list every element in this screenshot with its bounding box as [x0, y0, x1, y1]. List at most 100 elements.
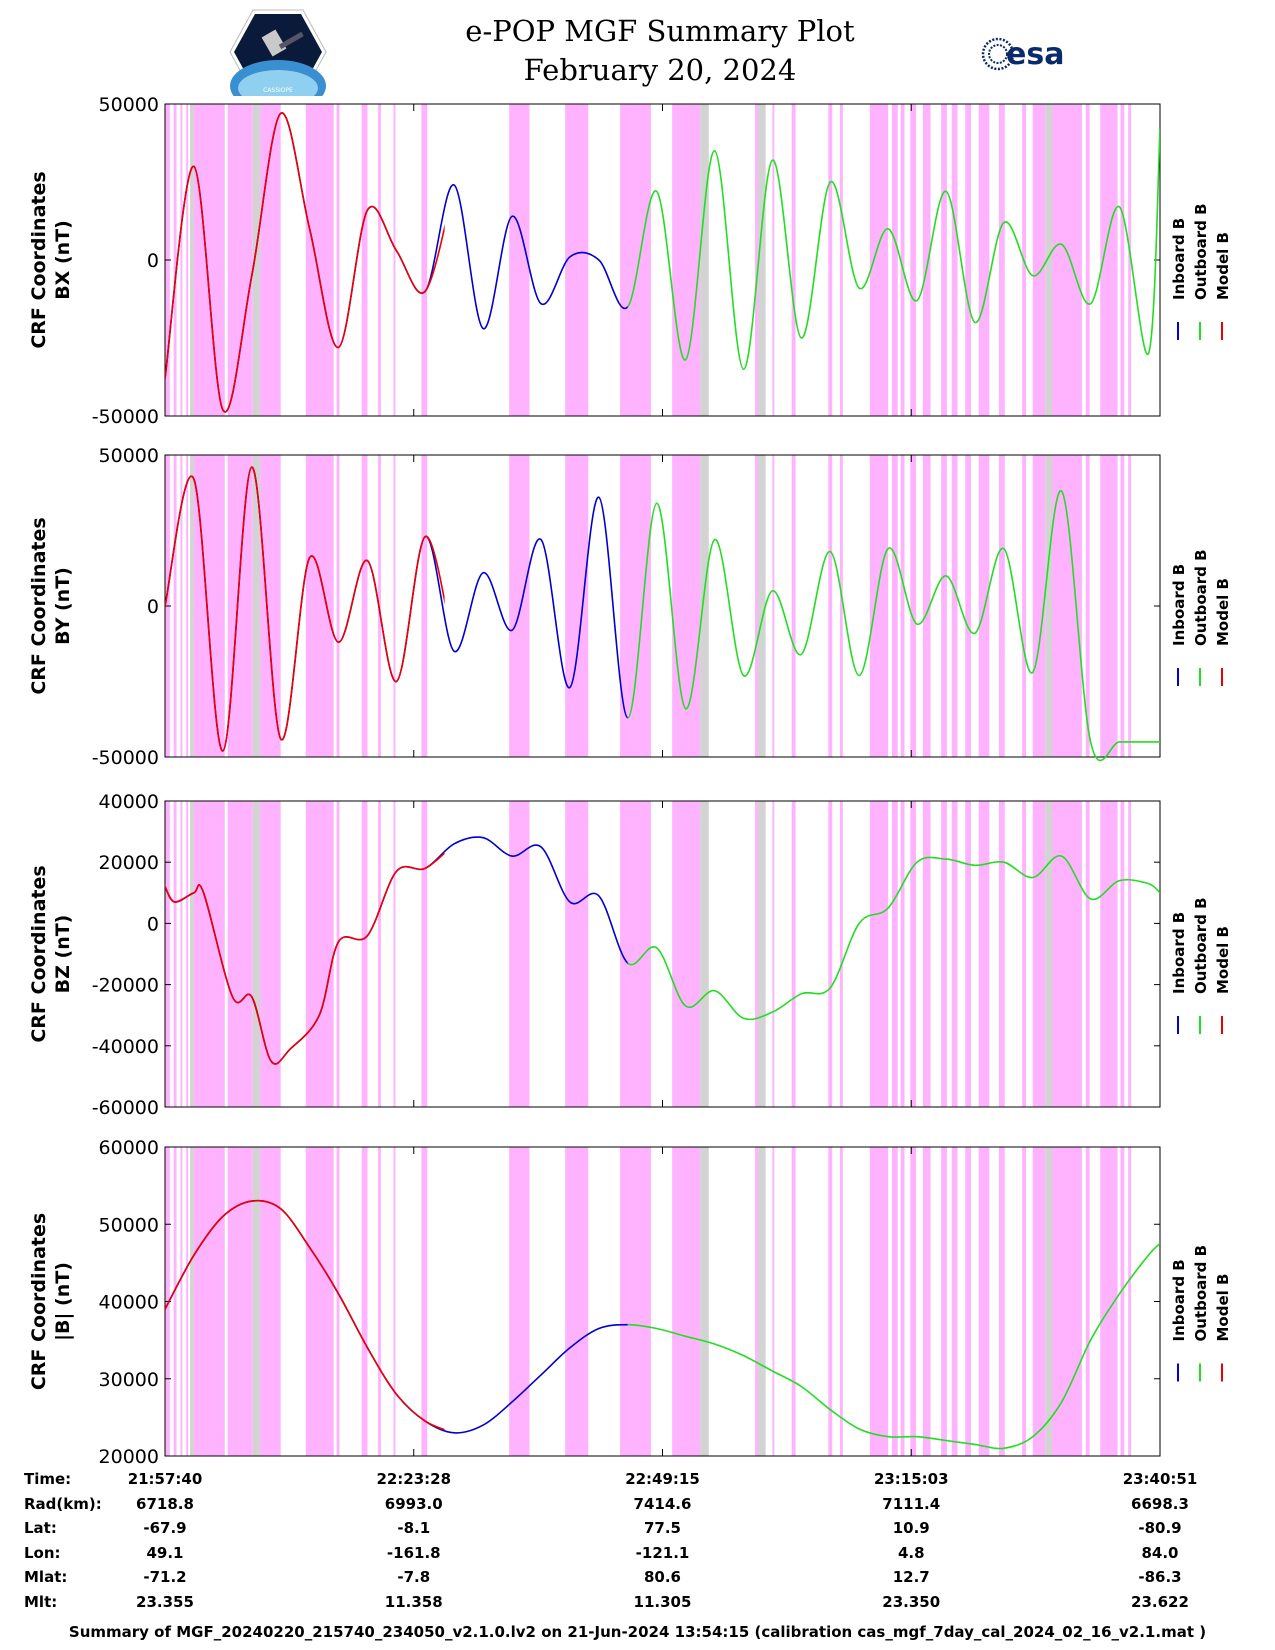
pink-band [755, 801, 758, 1107]
pink-band [260, 801, 281, 1107]
y-tick-label: -40000 [92, 1036, 159, 1058]
y-axis-label: CRF Coordinates BX (nT) [28, 171, 74, 348]
outboard-b-line [627, 855, 1160, 1021]
ephemeris-value: 80.6 [643, 1568, 681, 1586]
pink-band [227, 1147, 253, 1456]
panel-bx: -50000 0 50000 CRF Coordinates BX (nT) Inboar… [28, 94, 1232, 428]
ephemeris-value: 6993.0 [384, 1494, 443, 1513]
pink-band [1100, 801, 1118, 1107]
model-b-line [165, 466, 445, 752]
legend-label: Model B [1214, 926, 1232, 994]
y-tick-label: 0 [147, 250, 159, 272]
ephemeris-value: 23.355 [136, 1592, 194, 1611]
legend-label: Inboard B [1170, 1259, 1188, 1341]
pink-band [509, 104, 530, 416]
pink-band [260, 455, 281, 757]
gray-band [757, 455, 766, 757]
pink-band [1120, 455, 1125, 757]
pink-band [978, 104, 990, 416]
gray-band [190, 104, 194, 416]
pink-band [1022, 1147, 1026, 1456]
pink-band [951, 801, 958, 1107]
ephemeris-value: 21:57:40 [127, 1470, 203, 1488]
pink-band [900, 104, 905, 416]
pink-band [869, 455, 889, 757]
pink-band [378, 104, 381, 416]
pink-band [227, 801, 253, 1107]
y-tick-label: -50000 [92, 747, 159, 769]
pink-band [620, 455, 651, 757]
pink-band [1032, 455, 1046, 757]
pink-band [361, 1147, 368, 1456]
pink-band [791, 801, 796, 1107]
ephemeris-row-label: Time: [24, 1470, 72, 1488]
ephemeris-value: 7414.6 [633, 1494, 692, 1513]
panel-bz: -60000 -40000 -20000 0 20000 40000 CRF Coordin… [28, 791, 1232, 1119]
pink-band [941, 1147, 947, 1456]
pink-band [260, 1147, 281, 1456]
summary-plot: -50000 0 50000 CRF Coordinates BX (nT) Inboar… [28, 94, 1232, 1464]
pink-band [791, 104, 796, 416]
esa-logo-text: esa [1006, 37, 1064, 72]
pink-band [755, 1147, 758, 1456]
outboard-b-line [627, 128, 1160, 371]
ephemeris-value: 23:40:51 [1122, 1470, 1198, 1488]
pink-band [941, 104, 947, 416]
y-tick-label: 20000 [99, 1446, 159, 1464]
pink-band [186, 104, 189, 416]
y-tick-label: 50000 [99, 445, 159, 467]
ephemeris-row-label: Lon: [24, 1543, 61, 1562]
ephemeris-value: 4.8 [897, 1543, 925, 1562]
pink-band [828, 1147, 833, 1456]
pink-band [620, 801, 651, 1107]
pink-band [305, 801, 334, 1107]
pink-band [941, 455, 947, 757]
ephemeris-row-label: Mlt: [24, 1592, 58, 1611]
pink-band [672, 455, 701, 757]
pink-band [951, 104, 958, 416]
gray-band [1045, 104, 1053, 416]
gray-band [190, 801, 194, 1107]
pink-band [869, 104, 889, 416]
y-axis-label: CRF Coordinates |B| (nT) [28, 1213, 74, 1390]
y-axis-label: CRF Coordinates BZ (nT) [28, 865, 74, 1042]
pink-band [772, 801, 775, 1107]
gray-band [252, 1147, 261, 1456]
pink-band [900, 1147, 905, 1456]
pink-band [193, 1147, 225, 1456]
pink-band [173, 801, 177, 1107]
pink-band [910, 1147, 917, 1456]
pink-band [965, 104, 972, 416]
gray-band [190, 1147, 194, 1456]
pink-band [998, 801, 1005, 1107]
pink-band [672, 104, 701, 416]
gray-band [700, 455, 709, 757]
pink-band [1128, 104, 1132, 416]
y-tick-label: 40000 [99, 791, 159, 813]
legend-label: Outboard B [1192, 1245, 1210, 1342]
model-b-line [165, 1199, 445, 1431]
pink-band [1052, 1147, 1082, 1456]
pink-band [891, 801, 898, 1107]
pink-band [1100, 1147, 1118, 1456]
outboard-b-line [627, 1243, 1160, 1450]
ephemeris-value: 6698.3 [1131, 1494, 1189, 1513]
pink-band [1022, 455, 1026, 757]
pink-band [1120, 1147, 1125, 1456]
pink-band [378, 1147, 381, 1456]
pink-band [910, 455, 917, 757]
legend-label: Outboard B [1192, 203, 1210, 300]
legend-label: Model B [1214, 1274, 1232, 1342]
pink-band [421, 455, 428, 757]
ephemeris-table: Time: Rad(km): Lat: Lon: Mlat: Mlt: 21:57:40 67… [0, 1464, 1275, 1614]
pink-band [839, 455, 843, 757]
pink-band [186, 1147, 189, 1456]
legend-label: Model B [1214, 232, 1232, 300]
pink-band [951, 455, 958, 757]
pink-band [672, 1147, 701, 1456]
panel-by: -50000 0 50000 CRF Coordinates BY (nT) Inboar… [28, 445, 1232, 769]
pink-band [565, 455, 589, 757]
pink-band [1128, 801, 1132, 1107]
ephemeris-value: 84.0 [1141, 1543, 1179, 1562]
pink-band [421, 1147, 428, 1456]
